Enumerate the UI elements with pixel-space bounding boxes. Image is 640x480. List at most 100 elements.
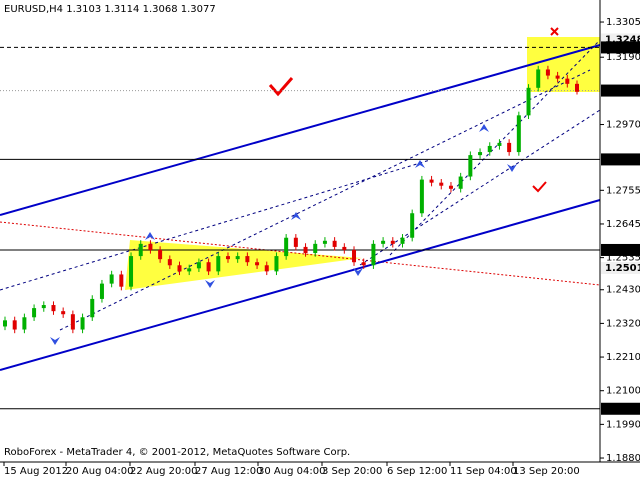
y-tick-label: 1.2755	[606, 185, 640, 196]
candle-body	[507, 142, 512, 153]
triangle-pattern	[125, 240, 362, 290]
candle-body	[419, 179, 424, 214]
fractal-arrow	[145, 232, 155, 240]
y-tick-label: 1.3305	[606, 17, 640, 28]
level-label: 1.3248	[605, 34, 640, 45]
candle-body	[478, 152, 483, 156]
check-mark	[532, 181, 547, 193]
candle-body	[322, 240, 327, 244]
fractal-arrow	[205, 280, 215, 288]
candle-body	[575, 83, 579, 92]
candle-body	[352, 249, 357, 263]
candle-body	[90, 298, 95, 318]
level-label-bg	[601, 84, 640, 97]
level-label: 1.2041	[605, 404, 640, 415]
candle-body	[332, 240, 337, 247]
candle-body	[410, 213, 415, 238]
candle-body	[70, 314, 75, 330]
y-tick-label: 1.2430	[606, 285, 640, 296]
candle-body	[468, 155, 473, 177]
y-tick-label: 1.2210	[606, 352, 640, 363]
fractal-arrow	[507, 164, 517, 172]
level-label: 1.2856	[605, 154, 640, 165]
candle-body	[148, 243, 153, 250]
candle-body	[487, 145, 492, 153]
y-tick-label: 1.1990	[606, 419, 640, 430]
channel-line	[389, 39, 601, 256]
x-tick-label: 11 Sep 04:00	[450, 466, 517, 477]
y-tick-label: 1.2100	[606, 386, 640, 397]
x-tick-label: 22 Aug 20:00	[130, 466, 197, 477]
fractal-arrow	[353, 268, 363, 276]
candle-body	[313, 243, 318, 254]
x-tick-label: 13 Sep 20:00	[513, 466, 580, 477]
y-tick-label: 1.3190	[606, 52, 640, 63]
level-label-bg	[601, 41, 640, 54]
candle-body	[129, 256, 134, 287]
channel-line	[59, 69, 591, 331]
candle-body	[361, 262, 366, 266]
candle-body	[187, 268, 192, 272]
candle-body	[51, 305, 56, 312]
trend-line	[0, 44, 601, 216]
trend-line	[0, 221, 601, 286]
fractal-arrow	[50, 337, 60, 345]
trend-line	[0, 199, 601, 371]
check-mark	[268, 77, 294, 97]
candle-body	[41, 305, 46, 309]
candle-body	[545, 69, 550, 76]
x-tick-label: 20 Aug 04:00	[66, 466, 133, 477]
level-label-bg	[601, 402, 640, 415]
fractal-arrow	[415, 160, 425, 168]
fractal-arrow	[291, 212, 301, 220]
candle-body	[12, 320, 17, 330]
level-label: 1.3222	[605, 42, 640, 53]
candle-body	[255, 262, 260, 266]
y-tick-label: 1.2320	[606, 318, 640, 329]
candle-body	[448, 185, 453, 189]
candle-body	[216, 256, 221, 272]
candle-body	[497, 142, 502, 146]
y-tick-label: 1.1880	[606, 453, 640, 464]
level-label-bg	[601, 153, 640, 166]
annotations	[0, 27, 601, 371]
candle-body	[196, 262, 201, 269]
level-label: 1.2501	[605, 263, 640, 274]
x-tick-label: 6 Sep 12:00	[387, 466, 447, 477]
candle-body	[158, 249, 163, 260]
candle-body	[555, 75, 560, 79]
candle-body	[400, 237, 405, 244]
y-tick-label: 1.2970	[606, 120, 640, 131]
symbol: EURUSD,H4	[4, 4, 63, 15]
candles	[3, 65, 579, 334]
candle-body	[32, 308, 37, 318]
candle-body	[80, 317, 85, 330]
candle-body	[264, 265, 269, 272]
y-tick-label: 1.2645	[606, 219, 640, 230]
candle-body	[109, 274, 114, 284]
candle-body	[381, 240, 386, 244]
candle-body	[274, 256, 279, 272]
level-label: 1.2560	[605, 245, 640, 256]
candle-body	[390, 240, 395, 244]
candle-body	[235, 256, 240, 260]
x-tick-label: 30 Aug 04:00	[258, 466, 325, 477]
candle-body	[225, 256, 230, 260]
candle-body	[22, 317, 27, 330]
candle-body	[303, 246, 308, 254]
x-tick-label: 15 Aug 2012	[4, 466, 68, 477]
level-label: 1.3081	[605, 86, 640, 97]
candle-body	[138, 243, 143, 257]
channel-line	[0, 159, 431, 291]
candle-body	[429, 179, 434, 183]
y-tick-label: 1.2535	[606, 253, 640, 264]
x-tick-label: 27 Aug 12:00	[195, 466, 262, 477]
last-open: 1.3103	[66, 4, 101, 15]
candle-body	[536, 69, 541, 88]
candle-body	[526, 87, 531, 116]
candle-body	[99, 283, 104, 299]
candle-body	[206, 262, 211, 272]
candle-body	[167, 259, 172, 266]
